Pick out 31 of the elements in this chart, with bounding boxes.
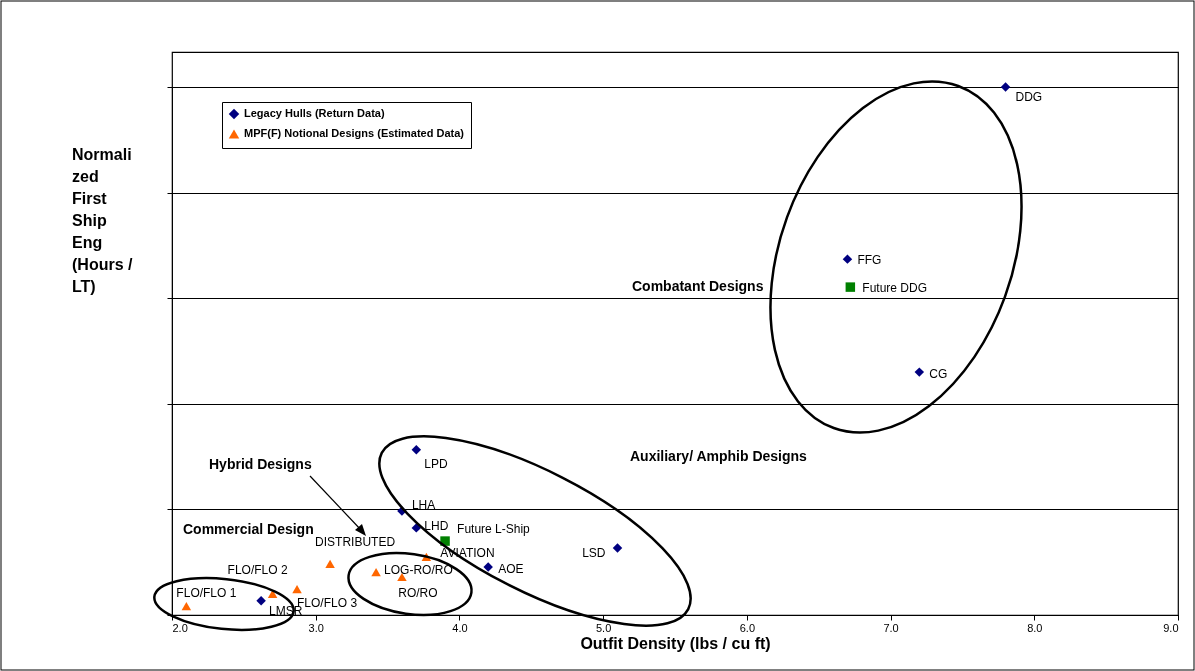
annotation: LHA [411,497,436,512]
annotation: Future L-Ship [457,522,531,537]
x-tick-label: 3.0 [308,621,324,634]
x-tick-label: 8.0 [1027,621,1043,634]
annotation: Commercial Design [183,521,314,537]
x-tick-label: 2.0 [172,621,188,634]
x-tick-label: 9.0 [1163,621,1179,634]
y-axis-title: Normalized First Ship Eng (Hours / LT) [72,146,133,295]
annotation: Auxiliary/ Amphib Designs [630,448,808,464]
x-tick-label: 7.0 [883,621,899,634]
annotation: LOG-RO/RO [384,563,453,578]
legend-label: Legacy Hulls (Return Data) [244,107,385,119]
x-tick-label: 4.0 [452,621,468,634]
x-axis-title: Outfit Density (lbs / cu ft) [580,634,771,652]
x-tick-label: 6.0 [739,621,756,634]
legend-label: MPF(F) Notional Designs (Estimated Data) [244,127,465,139]
annotation: FLO/FLO 2 [227,562,288,577]
annotation: Future DDG [862,281,928,296]
annotation: AOE [498,561,524,576]
annotation: CG [929,367,948,382]
annotation: FFG [857,253,882,268]
x-tick-label: 5.0 [595,621,612,634]
annotation: LPD [424,456,448,471]
annotation: Hybrid Designs [209,456,312,472]
annotation: LHD [424,518,449,533]
annotation: RO/RO [398,585,438,600]
annotation: Combatant Designs [632,278,764,294]
annotation: DDG [1015,90,1043,104]
annotation: DISTRIBUTED [315,534,396,549]
annotation: FLO/FLO 1 [176,586,237,601]
annotation: LSD [582,545,606,560]
